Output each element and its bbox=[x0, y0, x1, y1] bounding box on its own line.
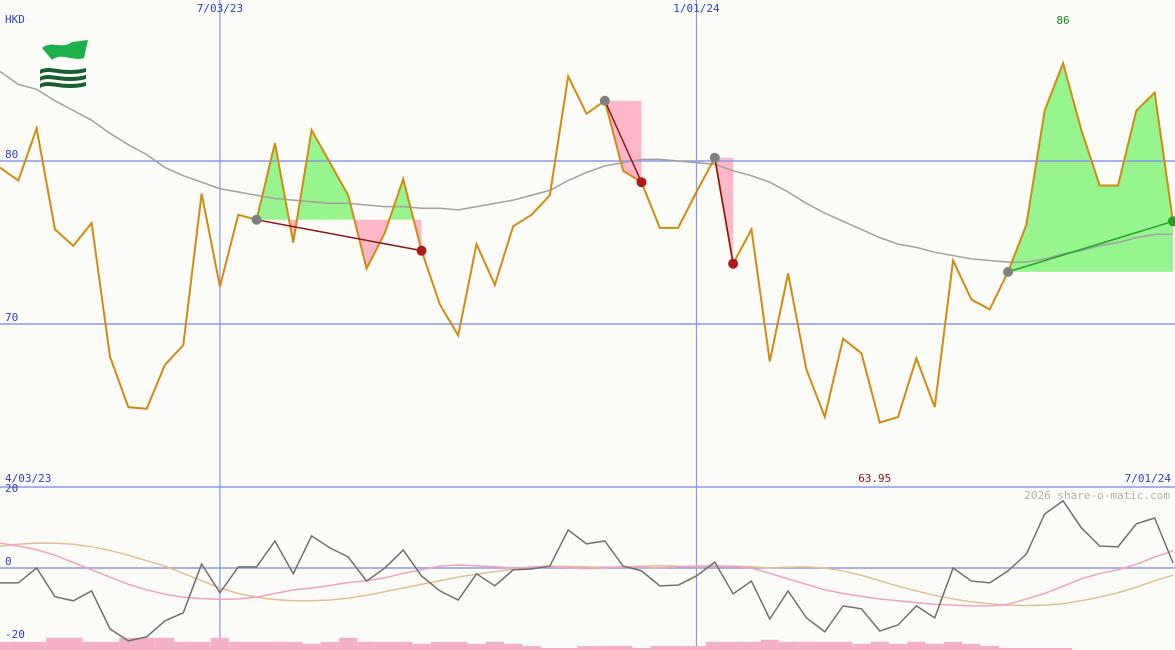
volume-bar bbox=[1017, 647, 1036, 650]
series-line bbox=[0, 70, 1173, 263]
y-tick-label: 20 bbox=[5, 482, 18, 495]
signal-end bbox=[1168, 216, 1175, 227]
volume-bar bbox=[27, 641, 46, 650]
volume-bar bbox=[45, 637, 65, 650]
volume-bar bbox=[155, 637, 175, 650]
volume-bar bbox=[467, 643, 486, 650]
volume-bar bbox=[778, 641, 798, 650]
volume-bar bbox=[394, 641, 413, 650]
signal-start bbox=[599, 95, 610, 106]
volume-bar bbox=[0, 641, 10, 650]
volume-bar bbox=[320, 641, 340, 650]
volume-bar bbox=[192, 641, 211, 650]
signal-end bbox=[728, 258, 739, 269]
volume-bar bbox=[430, 641, 450, 650]
volume-bar bbox=[888, 643, 908, 650]
series-line bbox=[0, 499, 1174, 642]
logo bbox=[40, 40, 88, 88]
volume-bar bbox=[64, 637, 83, 650]
y-tick-label: 0 bbox=[5, 555, 12, 568]
volume-bar bbox=[925, 643, 944, 650]
volume-bar bbox=[375, 641, 395, 650]
watermark: 2026 share-o-matic.com bbox=[1024, 489, 1170, 502]
signal-line bbox=[256, 218, 422, 252]
volume-bar bbox=[1035, 647, 1054, 650]
volume-bar bbox=[815, 641, 834, 650]
volume-bar bbox=[962, 643, 981, 650]
signal-start bbox=[1003, 266, 1014, 277]
gain-area bbox=[256, 130, 422, 220]
volume-bar bbox=[412, 643, 431, 650]
signal-end bbox=[416, 245, 427, 256]
volume-bar bbox=[650, 645, 669, 650]
volume-bar bbox=[100, 641, 120, 650]
volume-bar bbox=[907, 641, 926, 650]
signal-line bbox=[714, 157, 734, 264]
volume-bar bbox=[577, 645, 596, 650]
x-tick-label: 1/01/24 bbox=[673, 2, 720, 15]
volume-bar bbox=[229, 641, 248, 650]
signal-start bbox=[251, 214, 262, 225]
volume-bar bbox=[137, 637, 156, 650]
volume-bar bbox=[943, 641, 963, 650]
volume-bar bbox=[632, 647, 651, 650]
volume-bar bbox=[284, 641, 303, 650]
signal-line bbox=[1007, 220, 1174, 273]
x-tick-label: 7/03/23 bbox=[197, 2, 243, 15]
currency: HKD bbox=[5, 13, 25, 26]
signal-line bbox=[604, 100, 643, 183]
volume-bar bbox=[760, 639, 779, 650]
x-tick-label: 4/03/23 bbox=[5, 472, 51, 485]
volume-bar bbox=[687, 645, 706, 650]
signal-start bbox=[709, 152, 720, 163]
volume-bar bbox=[595, 645, 614, 650]
series-line bbox=[0, 60, 1174, 424]
volume-bar bbox=[449, 641, 468, 650]
y-tick-label: 80 bbox=[5, 148, 18, 161]
volume-bar bbox=[668, 645, 688, 650]
x-tick-label: 7/01/24 bbox=[1125, 472, 1172, 485]
gain-area bbox=[1008, 63, 1173, 272]
volume-bar bbox=[247, 641, 266, 650]
volume-bar bbox=[174, 641, 193, 650]
signal-end bbox=[636, 177, 647, 188]
volume-bar bbox=[613, 645, 633, 650]
volume-bar bbox=[980, 645, 999, 650]
volume-bar bbox=[485, 641, 505, 650]
volume-bar bbox=[797, 641, 816, 650]
volume-bar bbox=[119, 637, 138, 650]
volume-bar bbox=[852, 643, 871, 650]
volume-bar bbox=[9, 641, 28, 650]
volume-bar bbox=[339, 637, 358, 650]
volume-bar bbox=[504, 643, 523, 650]
volume-bar bbox=[742, 641, 761, 650]
volume-bar bbox=[522, 645, 541, 650]
high-label: 86 bbox=[1056, 14, 1069, 27]
volume-bar bbox=[540, 647, 560, 650]
volume-bar bbox=[210, 637, 230, 650]
volume-bar bbox=[1053, 647, 1073, 650]
y-tick-label: -20 bbox=[5, 628, 25, 641]
volume-bar bbox=[705, 641, 724, 650]
volume-bar bbox=[302, 643, 321, 650]
volume-bar bbox=[559, 647, 578, 650]
volume-bar bbox=[357, 641, 376, 650]
series-line bbox=[0, 542, 1174, 607]
low-label: 63.95 bbox=[858, 472, 891, 485]
y-tick-label: 70 bbox=[5, 311, 18, 324]
volume-bar bbox=[723, 641, 743, 650]
volume-bar bbox=[870, 641, 889, 650]
volume-bar bbox=[265, 641, 285, 650]
volume-bar bbox=[833, 641, 853, 650]
volume-bar bbox=[82, 641, 101, 650]
volume-bar bbox=[998, 647, 1018, 650]
